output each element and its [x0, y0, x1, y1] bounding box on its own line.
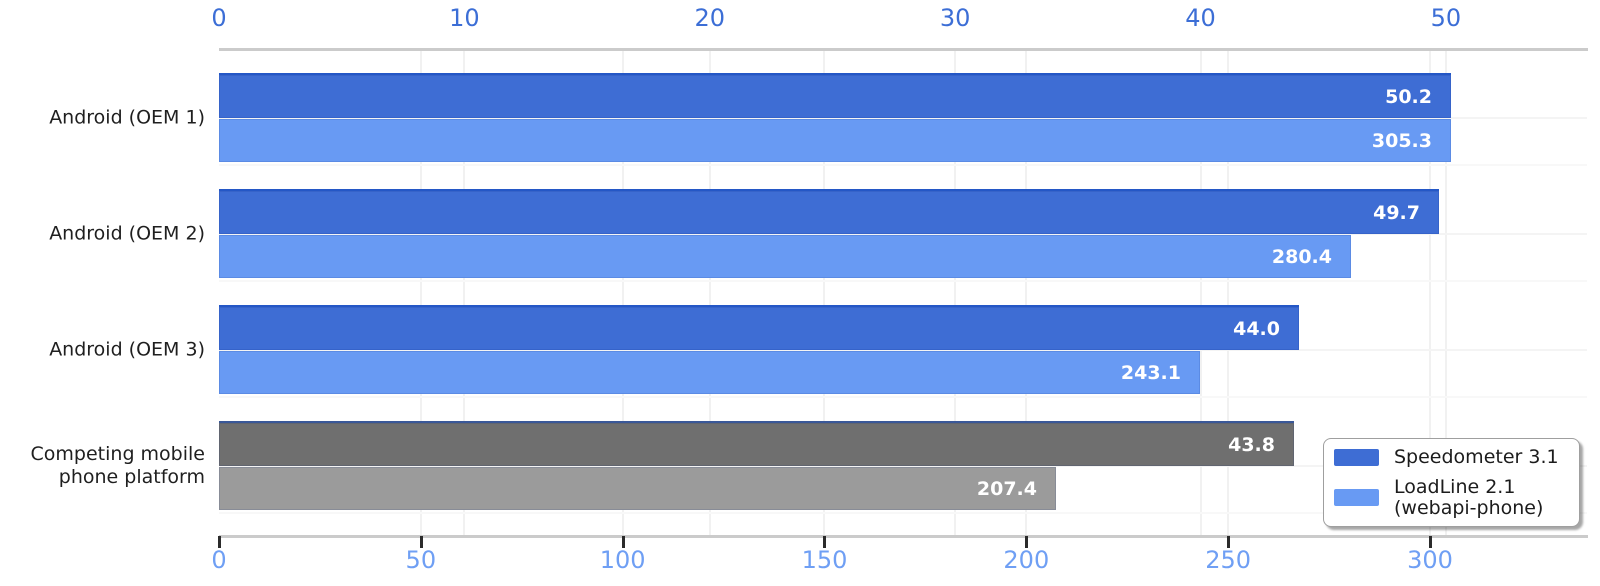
- top-axis-tick-50: 50: [1430, 4, 1462, 32]
- top-axis-tick-30: 30: [939, 4, 971, 32]
- legend: Speedometer 3.1 LoadLine 2.1 (webapi-pho…: [1323, 438, 1580, 527]
- bar-speedometer-android-oem-1: 50.2: [219, 73, 1451, 118]
- gridline-vertical: [1025, 51, 1028, 535]
- gridline-vertical: [1227, 51, 1230, 535]
- bottom-axis-tick-mark: [218, 536, 221, 548]
- legend-swatch-speedometer: [1334, 448, 1379, 466]
- bar-loadline-android-oem-1: 305.3: [219, 119, 1451, 162]
- category-label: Android (OEM 1): [49, 106, 205, 129]
- bar-value-label: 305.3: [1371, 129, 1432, 152]
- bar-speedometer-competing-mobile-phone-platform: 43.8: [219, 421, 1294, 466]
- bottom-axis-tick-150: 150: [801, 546, 848, 574]
- gridline-horizontal: [219, 164, 1587, 166]
- bar-value-label: 207.4: [976, 477, 1037, 500]
- bar-value-label: 44.0: [1233, 317, 1280, 340]
- bottom-axis-tick-300: 300: [1407, 546, 1453, 574]
- bottom-axis-tick-50: 50: [405, 546, 437, 574]
- top-axis-tick-20: 20: [694, 4, 726, 32]
- legend-label-loadline: LoadLine 2.1 (webapi-phone): [1394, 475, 1544, 519]
- legend-swatch-loadline: [1334, 489, 1379, 506]
- category-label: Android (OEM 3): [49, 338, 205, 361]
- bottom-axis-tick-mark: [1025, 536, 1029, 548]
- legend-label-speedometer: Speedometer 3.1: [1394, 445, 1559, 468]
- bar-value-label: 49.7: [1373, 201, 1420, 224]
- gridline-horizontal: [219, 465, 1587, 467]
- bar-value-label: 280.4: [1271, 245, 1332, 268]
- gridline-vertical: [708, 51, 711, 535]
- bottom-axis-tick-mark: [1428, 536, 1432, 548]
- bottom-axis-tick-250: 250: [1205, 546, 1252, 574]
- gridline-horizontal: [219, 512, 1587, 514]
- gridline-horizontal: [219, 396, 1587, 398]
- bar-speedometer-android-oem-3: 44.0: [219, 305, 1299, 350]
- bottom-axis-tick-100: 100: [599, 546, 646, 574]
- bottom-axis-tick-mark: [419, 536, 423, 548]
- bar-value-label: 243.1: [1120, 361, 1181, 384]
- gridline-horizontal: [219, 233, 1587, 235]
- gridline-horizontal: [219, 117, 1587, 119]
- top-axis-line: [219, 48, 1588, 51]
- bar-value-label: 50.2: [1385, 85, 1432, 108]
- bar-speedometer-android-oem-2: 49.7: [219, 189, 1439, 234]
- gridline-vertical: [1444, 51, 1447, 535]
- gridline-horizontal: [219, 349, 1587, 351]
- top-axis-tick-40: 40: [1185, 4, 1216, 32]
- legend-item-loadline: LoadLine 2.1 (webapi-phone): [1334, 475, 1569, 519]
- bottom-axis-tick-0: 0: [211, 546, 227, 574]
- gridline-horizontal: [219, 280, 1587, 282]
- gridline-vertical: [621, 51, 624, 535]
- gridline-vertical: [823, 51, 826, 535]
- category-label: Competing mobile phone platform: [30, 443, 205, 488]
- gridline-vertical: [1428, 51, 1431, 535]
- bottom-axis-tick-mark: [1227, 536, 1231, 548]
- bottom-axis-tick-mark: [621, 536, 625, 548]
- bottom-axis-line: [219, 535, 1588, 538]
- bar-loadline-android-oem-2: 280.4: [219, 235, 1351, 278]
- bar-loadline-competing-mobile-phone-platform: 207.4: [219, 467, 1056, 510]
- bottom-axis-tick-mark: [823, 536, 827, 548]
- bottom-axis-tick-200: 200: [1003, 546, 1050, 574]
- category-label: Android (OEM 2): [49, 222, 205, 245]
- gridline-vertical: [463, 51, 466, 535]
- gridline-vertical: [1199, 51, 1202, 535]
- gridline-vertical: [954, 51, 957, 535]
- gridline-vertical: [419, 51, 422, 535]
- bar-loadline-android-oem-3: 243.1: [219, 351, 1200, 394]
- legend-item-speedometer: Speedometer 3.1: [1334, 445, 1569, 468]
- bar-value-label: 43.8: [1228, 433, 1275, 456]
- top-axis-tick-0: 0: [211, 4, 227, 32]
- top-axis-tick-10: 10: [449, 4, 480, 32]
